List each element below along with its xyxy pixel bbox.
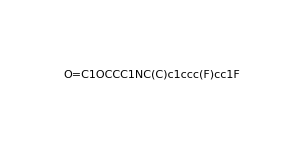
Text: O=C1OCCC1NC(C)c1ccc(F)cc1F: O=C1OCCC1NC(C)c1ccc(F)cc1F bbox=[63, 69, 240, 79]
